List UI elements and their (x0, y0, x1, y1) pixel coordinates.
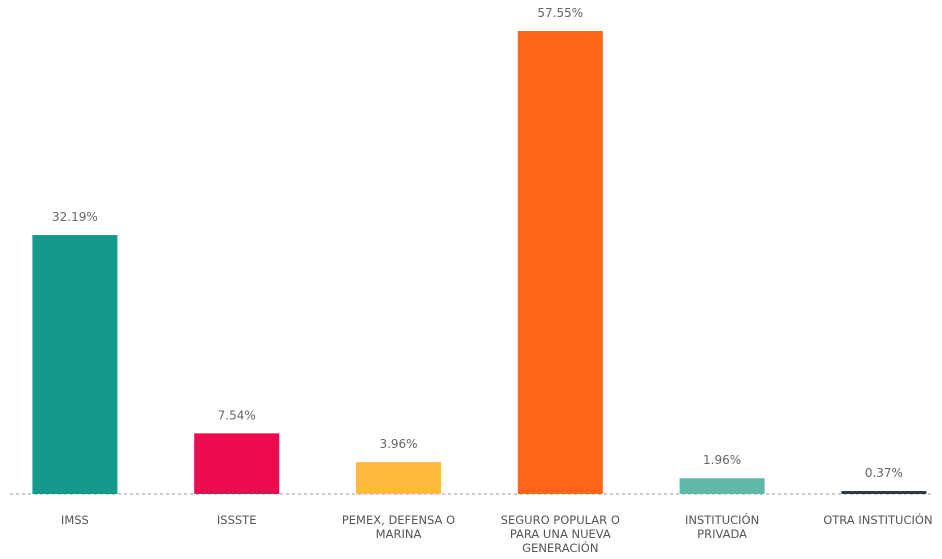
bar (194, 433, 280, 494)
x-tick-label: ISSSTE (216, 513, 257, 527)
data-label: 1.96% (703, 453, 741, 467)
x-tick-label: OTRA INSTITUCIÓN (823, 513, 933, 527)
data-label: 7.54% (218, 408, 256, 422)
bar (679, 478, 765, 494)
x-tick-label: SEGURO POPULAR O PARA UNA NUEVA GENERACI… (500, 513, 620, 555)
bar (32, 235, 118, 495)
data-label: 0.37% (865, 466, 903, 480)
data-label: 57.55% (537, 6, 583, 20)
bar (356, 462, 441, 494)
x-tick-label: PEMEX, DEFENSA O MARINA (341, 513, 456, 541)
data-label: 3.96% (379, 437, 417, 451)
bar (517, 31, 603, 494)
bar (841, 491, 927, 494)
x-tick-label: IMSS (60, 513, 89, 527)
x-tick-label: INSTITUCIÓN PRIVADA (684, 513, 760, 541)
data-label: 32.19% (52, 210, 98, 224)
